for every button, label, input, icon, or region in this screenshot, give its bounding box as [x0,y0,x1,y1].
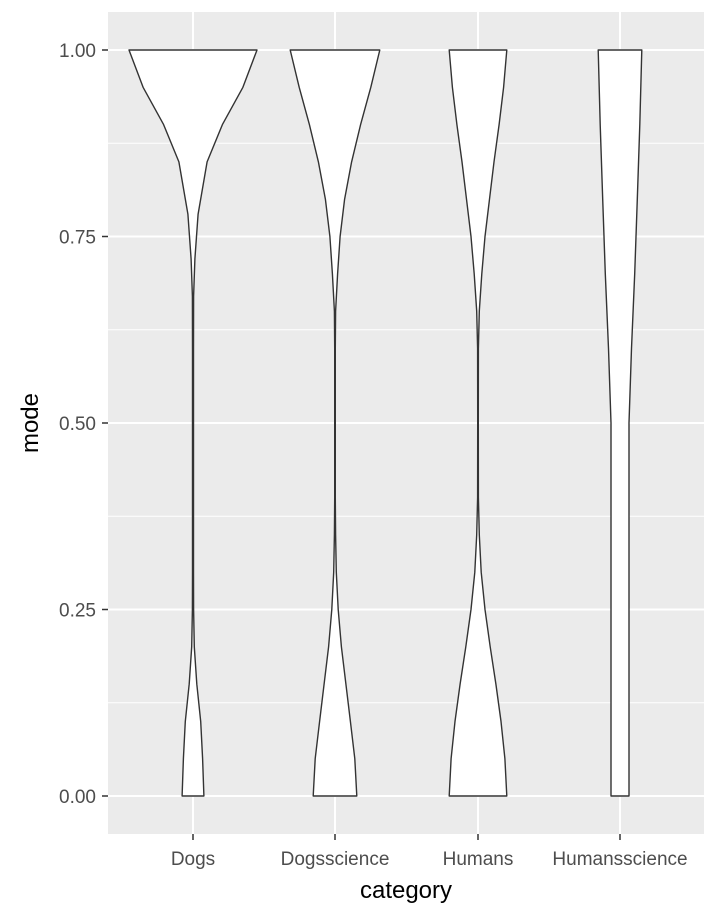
y-tick-label: 1.00 [59,41,96,62]
x-tick-label: Humans [443,849,514,870]
x-tick-label: Dogsscience [281,849,390,870]
y-tick-label: 0.75 [59,228,96,249]
x-tick-label: Humansscience [552,849,687,870]
y-tick-label: 0.00 [59,787,96,808]
x-tick-label: Dogs [171,849,215,870]
x-axis: Dogs Dogsscience Humans Humansscience [171,834,688,870]
violin-dogs [128,49,258,797]
y-axis-title: mode [17,393,44,453]
violin-humansscience [597,49,643,797]
y-tick-label: 0.25 [59,601,96,622]
y-tick-label: 0.50 [59,414,96,435]
y-axis: 0.00 0.25 0.50 0.75 1.00 [59,41,108,808]
violins [128,49,643,797]
violin-dogsscience [289,49,381,797]
violin-humans [448,49,508,797]
x-axis-title: category [360,877,452,904]
